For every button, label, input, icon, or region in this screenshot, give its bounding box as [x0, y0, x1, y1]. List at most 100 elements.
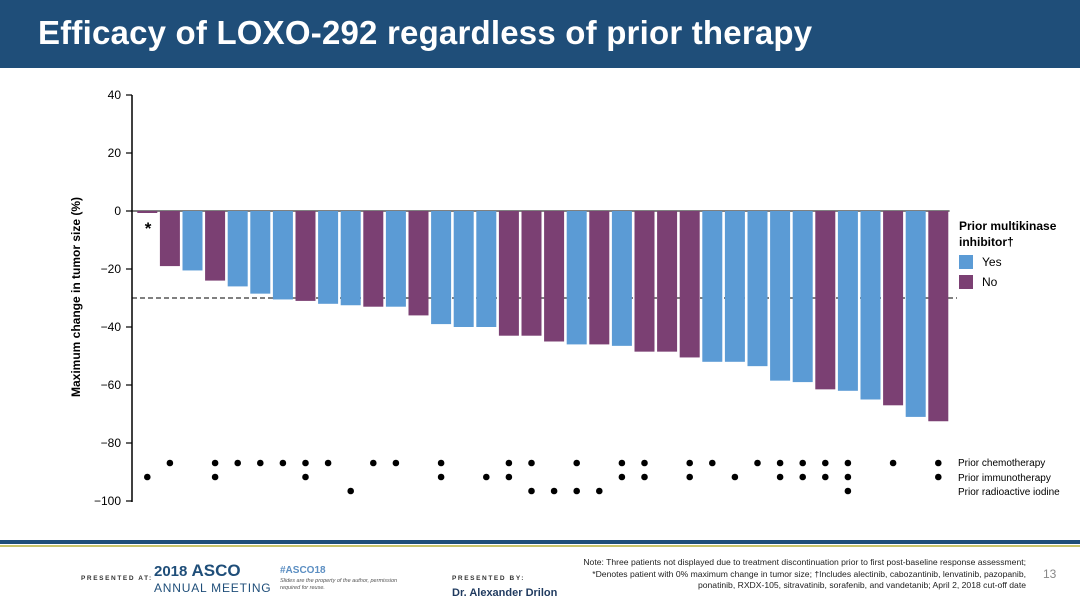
bar-patient-27 — [724, 211, 745, 362]
therapy-dot — [528, 487, 535, 495]
therapy-dot — [302, 473, 309, 481]
bar-patient-4 — [205, 211, 226, 281]
therapy-dot — [844, 473, 852, 481]
therapy-dot — [324, 459, 332, 467]
footer-rule-blue — [0, 540, 1080, 544]
y-tick-label: −60 — [101, 378, 122, 392]
therapy-dot — [483, 473, 490, 481]
row-label-immunotherapy: Prior immunotherapy — [958, 473, 1051, 484]
bar-patient-25 — [679, 211, 700, 358]
presented-at-label: PRESENTED AT: — [81, 575, 153, 582]
zero-change-asterisk: * — [145, 219, 152, 238]
therapy-dot — [573, 459, 580, 467]
prior-therapy-dots — [144, 459, 942, 495]
bar-patient-19 — [544, 211, 565, 342]
therapy-dot — [302, 459, 309, 467]
y-tick-label: 20 — [108, 146, 122, 160]
bar-patient-32 — [837, 211, 858, 391]
bar-patient-3 — [182, 211, 203, 271]
therapy-dot — [641, 459, 648, 467]
bar-patient-11 — [363, 211, 384, 307]
therapy-dot — [144, 473, 151, 481]
therapy-dot — [822, 473, 829, 481]
therapy-dot — [641, 473, 648, 481]
slide-title: Efficacy of LOXO-292 regardless of prior… — [38, 14, 813, 51]
footer-rule-gold — [0, 545, 1080, 547]
therapy-dot — [528, 459, 535, 467]
therapy-dot — [211, 473, 219, 481]
therapy-dot — [234, 459, 241, 467]
bar-patient-5 — [227, 211, 248, 287]
therapy-dot — [166, 459, 174, 467]
therapy-dot — [437, 473, 445, 481]
bar-patient-13 — [408, 211, 429, 316]
y-ticks: 40 20 0 −20 −40 −60 −80 −100 — [94, 88, 132, 508]
bar-patient-26 — [702, 211, 723, 362]
bar-patient-16 — [476, 211, 497, 327]
therapy-dot — [347, 487, 355, 495]
therapy-dot — [505, 473, 513, 481]
bar-patient-18 — [521, 211, 542, 336]
therapy-dot — [392, 459, 400, 467]
bar-patient-36 — [928, 211, 949, 422]
therapy-dot — [754, 459, 761, 467]
footnote: Note: Three patients not displayed due t… — [583, 557, 1026, 591]
therapy-dot — [686, 473, 693, 481]
row-label-radioactive-iodine: Prior radioactive iodine — [958, 487, 1060, 498]
therapy-dot — [596, 487, 603, 495]
hashtag: #ASCO18 — [280, 565, 326, 576]
legend-label-no: No — [982, 275, 998, 289]
bar-patient-20 — [566, 211, 587, 345]
therapy-dot — [935, 473, 942, 481]
bar-patient-28 — [747, 211, 768, 367]
therapy-dot — [935, 459, 942, 467]
bar-patient-12 — [385, 211, 406, 307]
therapy-dot — [550, 487, 558, 495]
y-tick-label: 0 — [114, 204, 121, 218]
row-label-chemotherapy: Prior chemotherapy — [958, 458, 1045, 469]
therapy-dot — [799, 459, 806, 467]
rights-notice: Slides are the property of the author, p… — [280, 578, 398, 591]
therapy-dot — [776, 459, 784, 467]
presented-by-label: PRESENTED BY: — [452, 575, 526, 582]
therapy-dot — [573, 487, 580, 495]
y-tick-label: −20 — [101, 262, 122, 276]
bar-patient-8 — [295, 211, 316, 301]
therapy-dot — [776, 473, 784, 481]
bar-patient-14 — [431, 211, 452, 325]
bar-patient-6 — [250, 211, 271, 294]
y-tick-label: −40 — [101, 320, 122, 334]
bar-patient-7 — [272, 211, 293, 300]
bar-patient-30 — [792, 211, 813, 383]
bar-patient-29 — [770, 211, 791, 381]
slide-number: 13 — [1043, 567, 1057, 581]
therapy-dot — [257, 459, 264, 467]
y-tick-label: −80 — [101, 436, 122, 450]
bar-patient-35 — [905, 211, 926, 417]
therapy-dot — [211, 459, 219, 467]
bar-patient-17 — [498, 211, 519, 336]
legend: Prior multikinase inhibitor† Yes No — [959, 219, 1057, 289]
bar-patient-9 — [318, 211, 339, 304]
bar-patient-21 — [589, 211, 610, 345]
therapy-dot — [618, 473, 626, 481]
therapy-dot — [844, 487, 852, 495]
asco-logo: 2018 ASCO ANNUAL MEETING — [154, 561, 272, 596]
y-tick-label: 40 — [108, 88, 122, 102]
therapy-dot — [686, 459, 693, 467]
bar-patient-31 — [815, 211, 836, 390]
bar-patient-10 — [340, 211, 361, 306]
asco-meeting: ANNUAL MEETING — [154, 581, 272, 595]
waterfall-chart: Maximum change in tumor size (%) 40 20 0 −2… — [69, 88, 1060, 508]
legend-title-line2: inhibitor† — [959, 235, 1014, 249]
legend-swatch-no — [959, 275, 973, 289]
legend-label-yes: Yes — [982, 255, 1002, 269]
title-bar — [0, 0, 1080, 68]
therapy-dot — [844, 459, 852, 467]
bar-patient-2 — [159, 211, 180, 267]
bar-patient-1 — [137, 211, 158, 213]
therapy-dot — [370, 459, 377, 467]
asco-name: ASCO — [191, 561, 241, 580]
bars-group — [137, 211, 949, 422]
legend-title-line1: Prior multikinase — [959, 219, 1057, 233]
